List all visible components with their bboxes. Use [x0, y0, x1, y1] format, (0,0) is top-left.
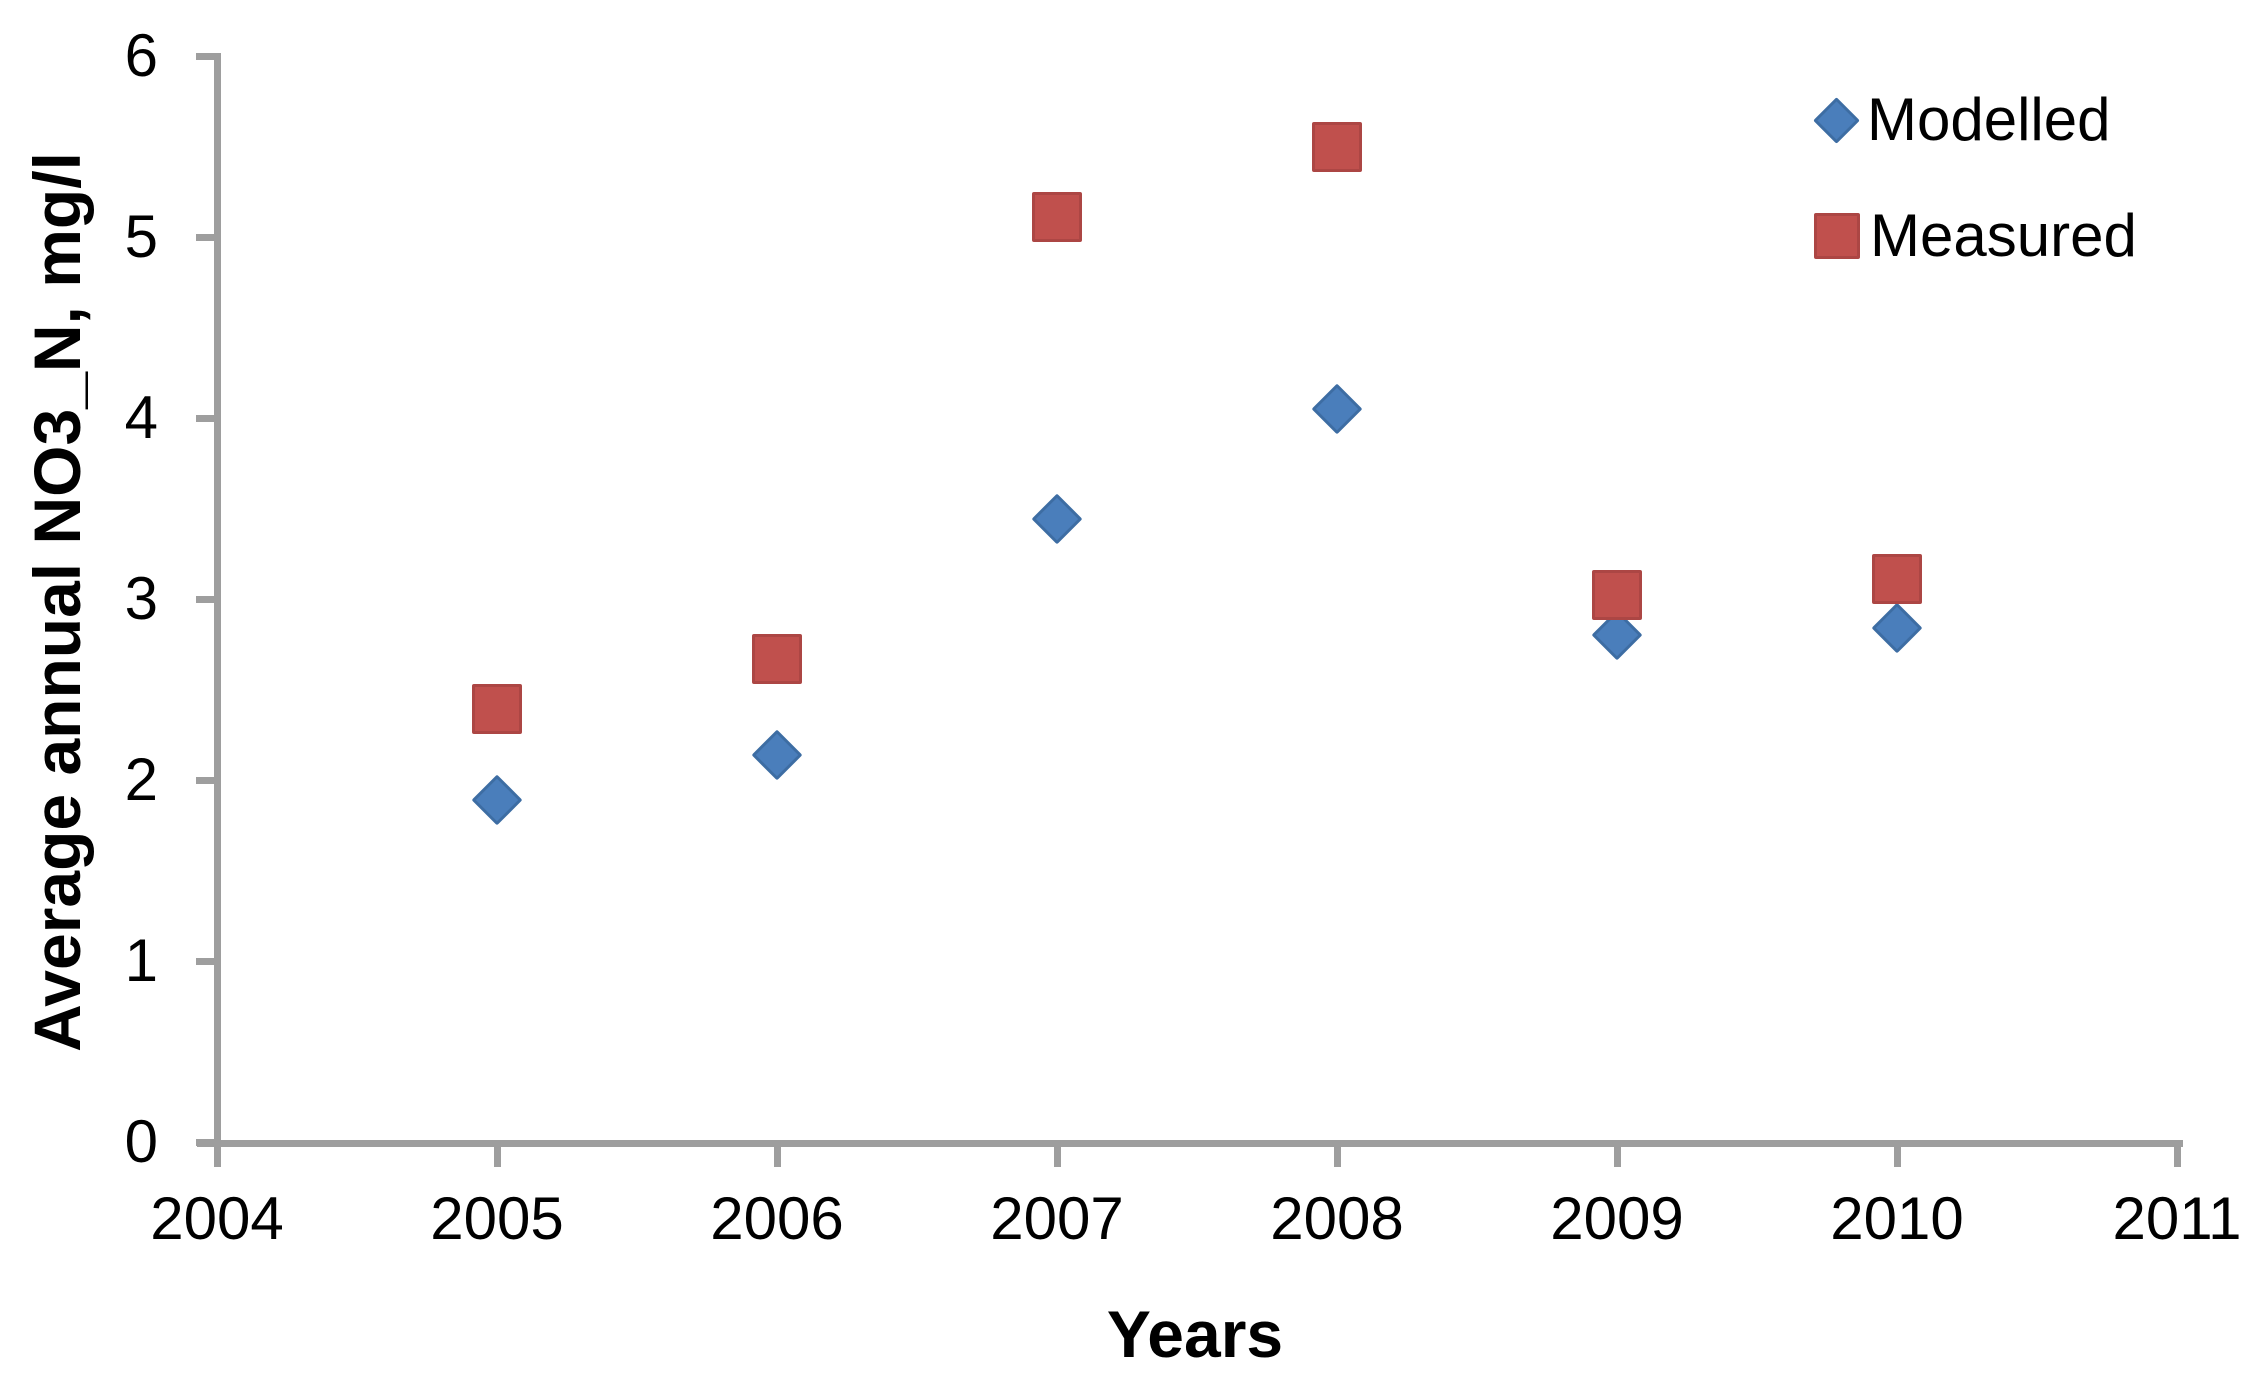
legend-item-measured: Measured: [1812, 178, 2137, 294]
legend-item-modelled: Modelled: [1812, 62, 2137, 178]
y-tick: [196, 777, 216, 784]
y-tick: [196, 596, 216, 603]
x-tick: [774, 1140, 781, 1167]
x-tick-label: 2007: [990, 1185, 1124, 1252]
data-point-marker-measured: [1312, 121, 1362, 172]
x-tick-label: 2009: [1550, 1185, 1684, 1252]
x-axis-title: Years: [1106, 1297, 1284, 1371]
data-point-marker-modelled: [751, 729, 803, 781]
x-tick-label: 2008: [1270, 1185, 1404, 1252]
x-tick-label: 2004: [150, 1185, 284, 1252]
data-point-marker-modelled: [1871, 602, 1923, 654]
x-axis-line: [197, 1140, 2183, 1147]
modelled-diamond-icon: [1813, 96, 1860, 144]
x-tick-label: 2006: [710, 1185, 844, 1252]
legend-label-modelled: Modelled: [1867, 86, 2111, 153]
x-tick-label: 2005: [430, 1185, 564, 1252]
y-tick: [196, 53, 216, 60]
x-tick: [2174, 1140, 2181, 1167]
data-point-marker-measured: [472, 684, 522, 735]
y-tick-label: 4: [124, 384, 158, 451]
data-point-marker-modelled: [1311, 383, 1363, 435]
data-point-marker-measured: [752, 633, 802, 684]
x-tick: [1054, 1140, 1061, 1167]
data-point-marker-modelled: [471, 774, 523, 826]
y-tick-label: 0: [124, 1108, 158, 1175]
y-tick-label: 2: [124, 746, 158, 813]
x-tick: [214, 1140, 221, 1167]
y-tick-label: 3: [124, 565, 158, 632]
legend-label-measured: Measured: [1870, 202, 2137, 269]
x-tick-label: 2010: [1830, 1185, 1964, 1252]
measured-square-icon: [1814, 213, 1860, 259]
x-tick: [494, 1140, 501, 1167]
y-tick-label: 1: [124, 927, 158, 994]
legend: Modelled Measured: [1812, 62, 2137, 294]
y-tick: [196, 958, 216, 965]
y-tick-label: 6: [124, 22, 158, 89]
x-tick: [1894, 1140, 1901, 1167]
y-tick: [196, 415, 216, 422]
y-tick: [196, 1139, 216, 1146]
x-tick: [1334, 1140, 1341, 1167]
data-point-marker-measured: [1592, 570, 1642, 621]
x-tick: [1614, 1140, 1621, 1167]
y-axis-line: [214, 53, 221, 1167]
y-tick: [196, 234, 216, 241]
data-point-marker-measured: [1032, 192, 1082, 243]
data-point-marker-modelled: [1031, 493, 1083, 545]
x-tick-label: 2011: [2112, 1185, 2242, 1252]
y-tick-label: 5: [124, 203, 158, 270]
data-point-marker-measured: [1872, 554, 1922, 605]
